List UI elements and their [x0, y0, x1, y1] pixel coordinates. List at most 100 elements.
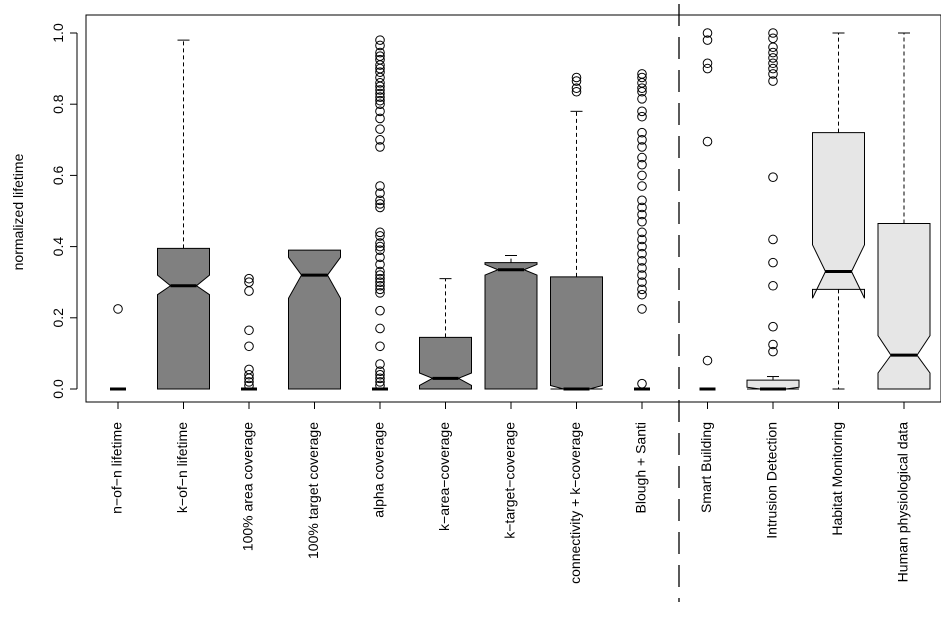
box-8	[634, 69, 650, 391]
outlier-point	[637, 170, 647, 181]
outlier-point	[637, 159, 647, 170]
box-11	[812, 32, 865, 390]
outlier-point	[637, 195, 647, 206]
outlier-point	[768, 63, 778, 74]
y-axis: 0.0 0.2 0.4 0.6 0.8 1.0	[50, 23, 78, 399]
outlier-point	[702, 58, 713, 69]
y-axis-label: normalized lifetime	[10, 153, 26, 270]
outlier-point	[375, 78, 385, 88]
outlier-point	[637, 304, 647, 314]
x-tick-label: k−area−coverage	[436, 422, 452, 531]
x-tick-label: Intrusion Detection	[764, 422, 780, 539]
outlier-point	[637, 202, 647, 213]
y-tick-label: 0.2	[50, 308, 66, 328]
outlier-point	[244, 341, 254, 352]
y-tick-label: 1.0	[50, 23, 66, 43]
outlier-point	[768, 33, 778, 44]
box-1	[157, 39, 210, 390]
outlier-point	[637, 216, 647, 227]
outlier-point	[244, 273, 254, 284]
x-axis: n−of−n lifetime k−of−n lifetime 100% area …	[109, 401, 911, 584]
outlier-point	[768, 339, 778, 350]
outlier-point	[637, 72, 647, 83]
outlier-point	[375, 188, 385, 198]
outlier-point	[375, 259, 385, 270]
outlier-point	[637, 94, 647, 104]
outlier-point	[702, 136, 713, 147]
outlier-point	[637, 86, 647, 97]
outlier-point	[375, 377, 385, 387]
outlier-point	[375, 60, 385, 70]
x-tick-label: Habitat Monitoring	[829, 422, 845, 536]
y-tick-label: 0.0	[50, 379, 66, 399]
outlier-point	[375, 35, 385, 45]
x-tick-label: k−of−n lifetime	[174, 422, 190, 513]
box-4	[372, 35, 388, 391]
outlier-point	[768, 76, 778, 86]
box-body	[877, 222, 931, 390]
outlier-point	[637, 277, 647, 288]
x-tick-label: n−of−n lifetime	[109, 422, 125, 514]
box-12	[877, 32, 931, 390]
outlier-point	[375, 245, 385, 255]
outlier-point	[768, 28, 778, 38]
outlier-point	[375, 88, 385, 99]
outlier-point	[768, 53, 778, 63]
outlier-point	[244, 377, 254, 387]
outlier-point	[244, 369, 254, 380]
outlier-point	[571, 86, 582, 97]
box-body	[419, 336, 472, 390]
outlier-point	[375, 106, 385, 117]
box-5	[419, 278, 472, 390]
outlier-point	[244, 286, 254, 296]
outlier-point	[702, 63, 713, 74]
outlier-point	[375, 266, 385, 277]
x-tick-label: 100% area coverage	[240, 422, 256, 551]
x-tick-label: Smart Building	[698, 422, 714, 513]
outlier-point	[637, 284, 647, 295]
outlier-point	[768, 69, 778, 79]
outlier-point	[702, 355, 713, 366]
outlier-point	[768, 47, 778, 58]
outlier-point	[768, 172, 778, 182]
outlier-point	[637, 289, 647, 300]
outlier-point	[375, 47, 385, 58]
y-tick-label: 0.8	[50, 94, 66, 114]
box-10	[746, 28, 800, 391]
outlier-point	[113, 304, 123, 314]
outlier-point	[375, 124, 385, 134]
outlier-point	[375, 113, 385, 124]
outlier-point	[375, 252, 385, 263]
outlier-point	[375, 238, 385, 248]
outlier-point	[375, 40, 385, 51]
outlier-point	[768, 234, 778, 245]
outlier-point	[637, 142, 647, 152]
outlier-point	[637, 234, 647, 245]
outlier-point	[768, 58, 778, 69]
outlier-point	[375, 270, 385, 280]
outlier-point	[375, 369, 385, 380]
outlier-point	[244, 325, 254, 336]
outlier-point	[244, 373, 254, 384]
outlier-point	[637, 83, 647, 93]
outlier-point	[375, 288, 385, 298]
x-tick-label: Human physiological data	[895, 422, 911, 583]
outlier-point	[375, 277, 385, 288]
outlier-point	[375, 323, 385, 334]
outlier-point	[375, 142, 385, 152]
boxes-group	[110, 28, 931, 391]
outlier-point	[637, 263, 647, 273]
outlier-point	[637, 227, 647, 238]
box-body	[484, 262, 538, 390]
y-tick-label: 0.4	[50, 237, 66, 257]
outlier-point	[375, 85, 385, 95]
outlier-point	[375, 195, 385, 206]
outlier-point	[375, 181, 385, 191]
outlier-point	[637, 111, 647, 122]
outlier-point	[637, 181, 647, 191]
box-0	[110, 304, 126, 391]
outlier-point	[375, 284, 385, 295]
outlier-point	[637, 270, 647, 280]
outlier-point	[571, 83, 582, 93]
outlier-point	[375, 135, 385, 145]
